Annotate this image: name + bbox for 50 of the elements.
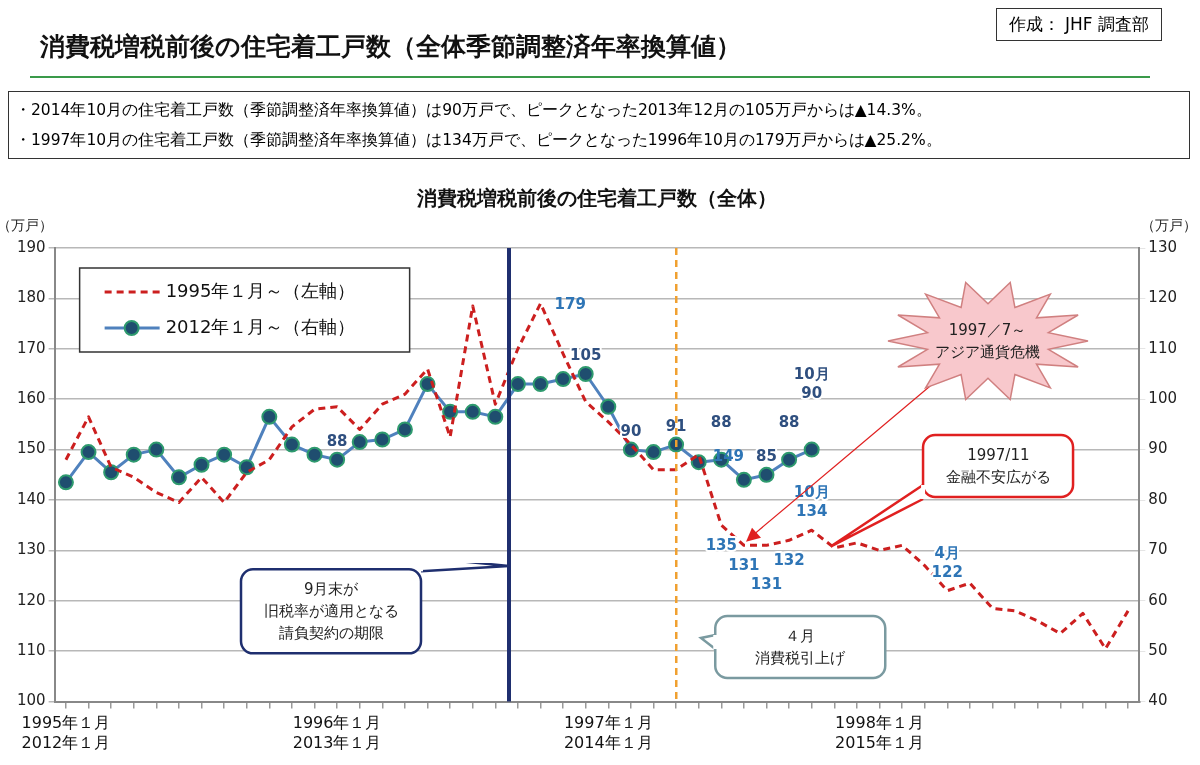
text: 作成： JHF 調査部 (995, 8, 1162, 41)
y-tick-label: 160 (16, 389, 46, 408)
y-tick-label: 180 (16, 288, 46, 307)
y2-tick-label: 60 (1148, 590, 1168, 609)
y2-tick-label: 80 (1148, 489, 1168, 508)
data-label: 88 (778, 412, 800, 431)
y2-tick-label: 110 (1148, 338, 1178, 357)
data-label: 85 (756, 446, 777, 465)
annotation: 1997／7～アジア通貨危機 (934, 320, 1041, 363)
y-tick-label: 120 (16, 590, 46, 609)
y2-tick-label: 50 (1148, 641, 1168, 660)
y2-tick-label: 90 (1148, 439, 1168, 458)
data-label: 90 (620, 421, 642, 440)
data-label: 105 (570, 346, 602, 364)
chart-title: 消費税増税前後の住宅着工戸数（全体季節調整済年率換算値） (40, 31, 741, 63)
y2-tick-label: 40 (1148, 691, 1168, 710)
y2-tick-label: 120 (1148, 288, 1178, 307)
chart-subtitle: 消費税増税前後の住宅着工戸数（全体） (416, 186, 777, 211)
y-tick-label: 100 (16, 691, 46, 710)
annotation: 1997/11 金融不安広がる (944, 444, 1052, 488)
y-tick-label: 170 (16, 338, 46, 357)
y-tick-label: 130 (16, 540, 46, 559)
y2-tick-label: 130 (1148, 237, 1178, 256)
data-label: 132 (773, 551, 805, 570)
y-tick-label: 110 (16, 641, 46, 660)
x-tick-label: 1996年１月 2013年１月 (292, 713, 382, 752)
x-tick-label: 1998年１月 2015年１月 (835, 713, 924, 752)
y2-tick-label: 70 (1148, 540, 1168, 559)
text: ・1997年10月の住宅着工戸数（季節調整済年率換算値）は134万戸で、ピークとなった1996年10月の179万戸からは▲25.2%。 (15, 130, 943, 151)
data-label: 88 (710, 412, 732, 431)
annotation: 9月末が旧税率が適用となる請負契約の期限 (262, 578, 400, 644)
legend-label: 2012年１月～（右軸） (165, 315, 356, 337)
data-label: 10月 90 (793, 364, 830, 402)
x-tick-label: 1997年１月 2014年１月 (563, 713, 653, 752)
data-label: 131 (750, 575, 783, 594)
annotation: ４月消費税引上げ (754, 626, 847, 670)
y-tick-label: 190 (16, 237, 46, 256)
data-label: 135 (705, 536, 737, 555)
y-axis-title: （万戸） (0, 217, 53, 233)
data-label: 91 (665, 416, 687, 435)
y-tick-label: 140 (16, 489, 46, 508)
y-tick-label: 150 (16, 439, 46, 458)
data-label: 131 (728, 556, 760, 575)
y2-axis-title: （万戸） (1141, 217, 1198, 233)
y2-tick-label: 100 (1148, 389, 1178, 408)
legend-label: 1995年１月～（左軸） (165, 279, 356, 301)
data-label: 88 (326, 431, 348, 450)
data-label: 179 (554, 295, 586, 314)
x-tick-label: 1995年１月 2012年１月 (21, 713, 111, 752)
text: ・2014年10月の住宅着工戸数（季節調整済年率換算値）は90万戸で、ピークとなった2013年12月の105万戸からは▲14.3%。 (15, 100, 933, 121)
